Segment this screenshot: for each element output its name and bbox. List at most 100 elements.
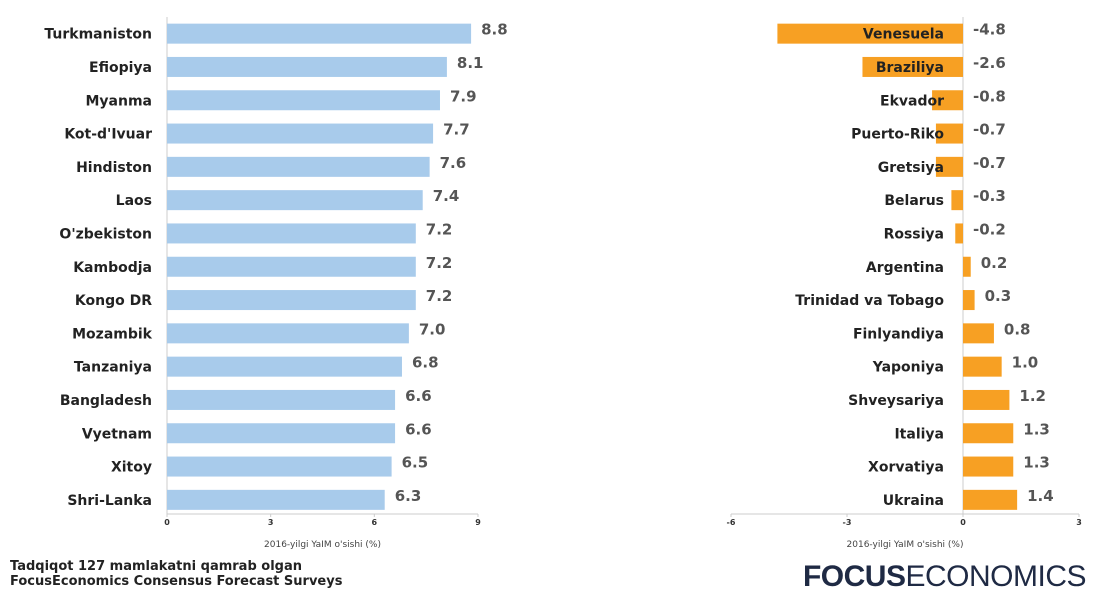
right-value-label: 1.3 (1023, 420, 1050, 438)
right-value-label: -0.7 (973, 154, 1006, 172)
right-value-label: 0.8 (1004, 320, 1031, 338)
right-bar (963, 423, 1014, 444)
right-value-label: -0.7 (973, 121, 1006, 139)
right-category-label: Trinidad va Tobago (795, 293, 944, 309)
left-category-label: Efiopiya (89, 60, 152, 76)
left-category-label: Tanzaniya (74, 360, 152, 376)
right-category-label: Shveysariya (848, 393, 944, 409)
left-bar (167, 156, 430, 177)
right-tick-label: -6 (727, 518, 736, 527)
left-value-label: 7.0 (419, 320, 446, 338)
left-category-label: Shri-Lanka (67, 493, 152, 509)
left-value-label: 8.8 (481, 21, 508, 39)
source-note-line-1: Tadqiqot 127 mamlakatni qamrab olgan (10, 559, 302, 574)
right-bar (963, 256, 971, 277)
left-tick-label: 0 (164, 518, 170, 527)
right-category-label: Braziliya (876, 60, 944, 76)
right-category-label: Gretsiya (878, 160, 944, 176)
left-tick-label: 6 (372, 518, 378, 527)
left-bar (167, 123, 434, 144)
left-value-label: 7.4 (433, 187, 460, 205)
left-category-label: Bangladesh (60, 393, 152, 409)
left-category-label: Kambodja (73, 260, 152, 276)
left-value-label: 8.1 (457, 54, 484, 72)
right-tick-label: -3 (843, 518, 852, 527)
left-bar (167, 323, 409, 344)
right-category-label: Ekvador (880, 93, 944, 109)
right-tick-label: 3 (1076, 518, 1082, 527)
source-note: Tadqiqot 127 mamlakatni qamrab olgan Foc… (10, 559, 342, 589)
right-category-label: Rossiya (884, 226, 944, 242)
right-category-label: Xorvatiya (868, 460, 944, 476)
right-bar (777, 23, 963, 44)
right-bar (963, 356, 1002, 377)
left-bar (167, 223, 416, 244)
right-x-axis-title: 2016-yilgi YaIM o'sishi (%) (847, 540, 964, 550)
focuseconomics-logo: FOCUSECONOMICS (802, 560, 1087, 594)
left-value-label: 7.6 (440, 154, 467, 172)
left-category-label: Mozambik (72, 326, 153, 342)
right-category-label: Argentina (866, 260, 944, 276)
left-value-label: 7.9 (450, 87, 477, 105)
left-bar (167, 190, 423, 211)
left-bar (167, 356, 402, 377)
right-value-label: 1.2 (1019, 387, 1046, 405)
left-value-label: 6.6 (405, 387, 432, 405)
left-bar (167, 423, 396, 444)
left-bar (167, 290, 416, 311)
right-value-label: 1.0 (1012, 354, 1039, 372)
left-value-label: 6.6 (405, 420, 432, 438)
right-value-label: -4.8 (973, 21, 1006, 39)
left-category-label: Hindiston (76, 160, 152, 176)
right-bar (963, 389, 1010, 410)
left-bar (167, 389, 396, 410)
left-tick-label: 3 (268, 518, 274, 527)
left-bar (167, 456, 392, 477)
right-category-label: Yaponiya (872, 360, 944, 376)
left-value-label: 6.3 (395, 487, 422, 505)
left-value-label: 7.7 (443, 121, 470, 139)
right-bar (963, 489, 1018, 510)
right-bar (951, 190, 963, 211)
left-category-label: Xitoy (111, 460, 152, 476)
left-category-label: Kongo DR (75, 293, 152, 309)
right-bar (935, 156, 963, 177)
left-category-label: Laos (116, 193, 152, 209)
right-bar (963, 456, 1014, 477)
left-value-label: 7.2 (426, 220, 453, 238)
left-category-label: Myanma (85, 93, 152, 109)
right-value-label: -0.3 (973, 187, 1006, 205)
right-tick-label: 0 (960, 518, 966, 527)
right-bar (963, 290, 975, 311)
right-bar (932, 90, 963, 111)
left-value-label: 6.8 (412, 354, 439, 372)
right-bar (955, 223, 963, 244)
left-bar (167, 90, 440, 111)
right-value-label: -0.2 (973, 220, 1006, 238)
right-category-label: Venesuela (863, 27, 944, 43)
right-category-label: Ukraina (883, 493, 944, 509)
left-value-label: 7.2 (426, 287, 453, 305)
right-bar (862, 56, 963, 77)
left-category-label: Vyetnam (82, 426, 152, 442)
right-category-label: Belarus (884, 193, 944, 209)
logo-light-part: ECONOMICS (905, 560, 1086, 593)
left-tick-label: 9 (475, 518, 481, 527)
right-category-label: Italiya (894, 426, 944, 442)
right-value-label: -2.6 (973, 54, 1006, 72)
left-bar (167, 56, 447, 77)
right-category-label: Puerto-Riko (851, 127, 944, 143)
left-x-axis-title: 2016-yilgi YaIM o'sishi (%) (264, 540, 381, 550)
right-value-label: -0.8 (973, 87, 1006, 105)
charts-canvas: Turkmaniston 8.8 Efiopiya 8.1 Myanma 7.9 Kot-d… (44, 17, 1082, 550)
left-category-label: Kot-d'Ivuar (64, 127, 152, 143)
left-category-label: O'zbekiston (59, 226, 152, 242)
right-bar (963, 323, 994, 344)
logo-bold-part: FOCUS (802, 560, 906, 593)
right-category-label: Finlyandiya (853, 326, 944, 342)
right-value-label: 1.3 (1023, 454, 1050, 472)
left-bar (167, 489, 385, 510)
left-bar (167, 23, 472, 44)
left-value-label: 6.5 (402, 454, 429, 472)
right-value-label: 0.3 (985, 287, 1012, 305)
